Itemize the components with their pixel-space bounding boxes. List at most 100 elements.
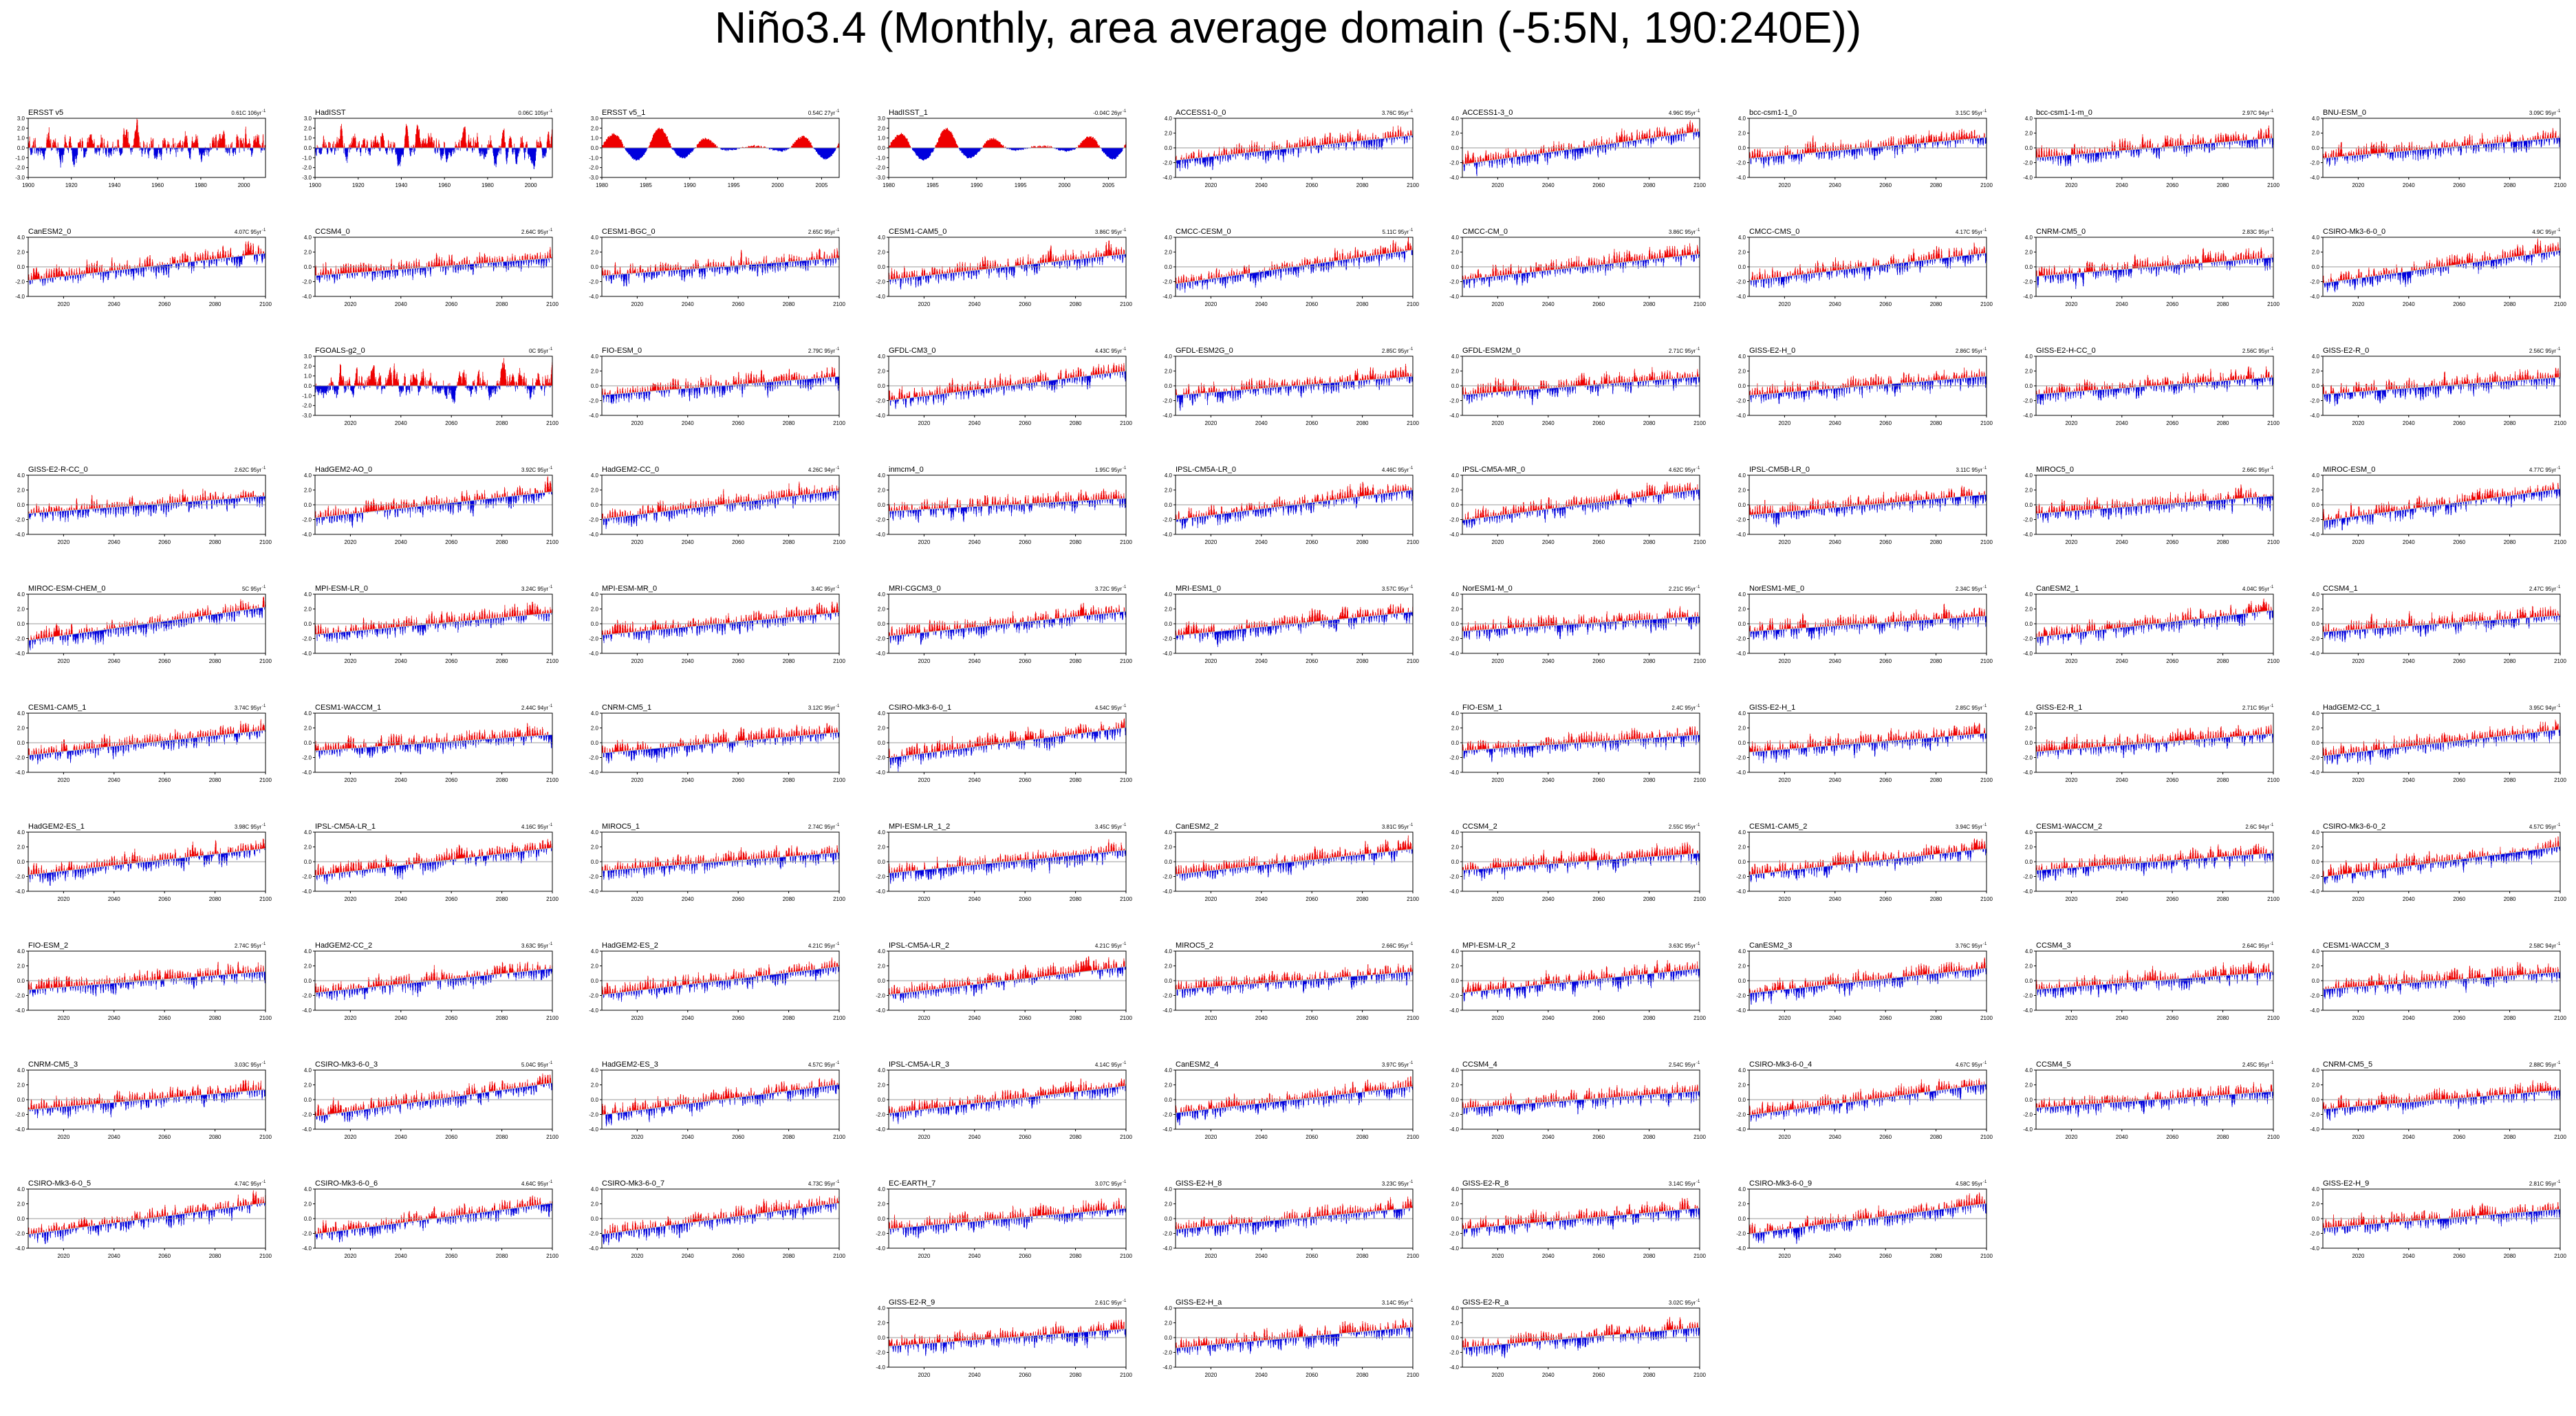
x-tick-label: 2100 (2554, 539, 2566, 545)
trend-superscript: -1 (549, 1180, 553, 1184)
y-tick-label: 4.0 (304, 235, 312, 241)
negative-anomaly-area (28, 253, 266, 286)
y-tick-label: 0.0 (878, 383, 886, 389)
y-tick-label: -4.0 (2310, 651, 2319, 657)
y-tick-label: -2.0 (876, 993, 885, 999)
x-tick-label: 2020 (1491, 777, 1504, 783)
panel-csiro-mk3-6-0-9: CSIRO-Mk3-6-0_9 4.58C 95yr -1 4.0 2.0 0.0 -2.0… (1736, 1179, 1993, 1259)
x-tick-label: 2040 (2403, 658, 2415, 664)
y-tick-label: -2.0 (876, 1112, 885, 1118)
panel-fio-esm-0: FIO-ESM_0 2.79C 95yr -1 4.0 2.0 0.0 -2.0 -4.0 20… (589, 347, 845, 426)
x-tick-label: 1900 (309, 182, 321, 188)
trend-line (2322, 377, 2561, 395)
y-tick-label: -2.0 (1736, 1231, 1746, 1237)
panel-trend-label: 0.54C 27yr (808, 110, 835, 116)
y-tick-label: 3.0 (304, 116, 312, 122)
x-tick-label: 2080 (1930, 1253, 1942, 1259)
panel-trend-label: 3.63C 95yr (521, 943, 548, 949)
x-tick-label: 2020 (631, 539, 643, 545)
y-tick-label: -4.0 (1449, 175, 1459, 181)
y-tick-label: 2.0 (591, 125, 599, 131)
y-tick-label: -4.0 (1162, 1364, 1172, 1371)
x-tick-label: 2100 (2554, 420, 2566, 426)
x-tick-label: 2020 (631, 896, 643, 902)
x-tick-label: 2100 (1120, 1253, 1132, 1259)
x-tick-label: 2040 (682, 420, 694, 426)
trend-line (2322, 615, 2561, 633)
x-tick-label: 2080 (209, 1015, 221, 1021)
panel-trend-label: 2.74C 95yr (808, 824, 835, 830)
panel-trend-label: 3.98C 95yr (235, 824, 261, 830)
x-tick-label: 2100 (259, 1134, 272, 1140)
y-tick-label: -4.0 (2310, 770, 2319, 776)
x-tick-label: 2020 (918, 420, 930, 426)
positive-anomaly-area (1749, 603, 1987, 632)
trend-superscript: -1 (2270, 228, 2274, 232)
x-tick-label: 2080 (2504, 301, 2516, 307)
trend-superscript: -1 (262, 466, 266, 470)
x-tick-label: 2060 (1592, 1015, 1605, 1021)
x-tick-label: 2020 (1778, 1134, 1790, 1140)
x-tick-label: 2060 (1019, 1372, 1031, 1378)
x-tick-label: 2080 (496, 1134, 508, 1140)
x-tick-label: 1980 (596, 182, 608, 188)
positive-anomaly-area (888, 602, 1125, 636)
trend-superscript: -1 (262, 1061, 266, 1065)
y-tick-label: -2.0 (1162, 517, 1172, 523)
y-tick-label: 2.0 (17, 726, 25, 732)
x-tick-label: 2060 (1019, 896, 1031, 902)
panel-title: ACCESS1-0_0 (1176, 109, 1226, 117)
y-tick-label: -1.0 (15, 155, 25, 161)
x-tick-label: 2040 (2116, 658, 2128, 664)
panel-ccsm4-2: CCSM4_2 2.55C 95yr -1 4.0 2.0 0.0 -2.0 -4.0 2020… (1449, 823, 1706, 902)
y-tick-label: -2.0 (2310, 398, 2319, 404)
x-tick-label: 2080 (1070, 539, 1082, 545)
trend-superscript: -1 (1409, 347, 1414, 351)
y-tick-label: -4.0 (1736, 1007, 1746, 1014)
x-tick-label: 2060 (158, 777, 171, 783)
y-tick-label: 2.0 (17, 607, 25, 613)
x-tick-label: 2100 (1120, 420, 1132, 426)
x-tick-label: 2060 (1019, 539, 1031, 545)
panel-trend-label: 2.64C 95yr (2242, 943, 2269, 949)
y-tick-label: -2.0 (876, 1231, 885, 1237)
trend-superscript: -1 (1696, 1299, 1700, 1303)
x-tick-label: 2060 (158, 1253, 171, 1259)
panel-trend-label: 2.44C 94yr (521, 705, 548, 711)
x-tick-label: 2100 (833, 1134, 845, 1140)
trend-superscript: -1 (1123, 1180, 1127, 1184)
x-tick-label: 2080 (496, 1253, 508, 1259)
trend-superscript: -1 (2557, 109, 2561, 113)
x-tick-label: 2100 (546, 1253, 559, 1259)
x-tick-label: 2100 (259, 539, 272, 545)
trend-line (1462, 616, 1700, 632)
x-tick-label: 2100 (546, 420, 559, 426)
x-tick-label: 2080 (1070, 777, 1082, 783)
trend-superscript: -1 (2557, 942, 2561, 946)
y-tick-label: -2.0 (876, 398, 885, 404)
trend-superscript: -1 (1696, 823, 1700, 827)
panel-trend-label: 2.97C 94yr (2242, 110, 2269, 116)
panel-canesm2-2: CanESM2_2 3.81C 95yr -1 4.0 2.0 0.0 -2.0 -4.0 20… (1162, 823, 1419, 902)
trend-line (1749, 137, 1987, 159)
x-tick-label: 2080 (1356, 1134, 1369, 1140)
x-tick-label: 2100 (259, 896, 272, 902)
y-tick-label: -4.0 (876, 1126, 885, 1133)
y-tick-label: 4.0 (2025, 116, 2033, 122)
panel-title: IPSL-CM5A-LR_1 (315, 823, 376, 831)
x-tick-label: 2020 (1204, 658, 1217, 664)
negative-anomaly-area (1175, 1327, 1413, 1356)
trend-superscript: -1 (1123, 942, 1127, 946)
y-tick-label: 2.0 (1165, 963, 1173, 970)
negative-anomaly-area (314, 1082, 553, 1123)
x-tick-label: 2100 (1120, 1015, 1132, 1021)
trend-superscript: -1 (836, 942, 840, 946)
y-tick-label: 4.0 (2312, 1186, 2320, 1192)
x-tick-label: 2100 (1693, 1015, 1706, 1021)
y-tick-label: 0.0 (2025, 264, 2033, 270)
y-tick-label: -2.0 (589, 1112, 598, 1118)
x-tick-label: 2020 (2352, 777, 2364, 783)
y-tick-label: 0.0 (17, 264, 25, 270)
x-tick-label: 2040 (682, 539, 694, 545)
x-tick-label: 2080 (1643, 896, 1656, 902)
